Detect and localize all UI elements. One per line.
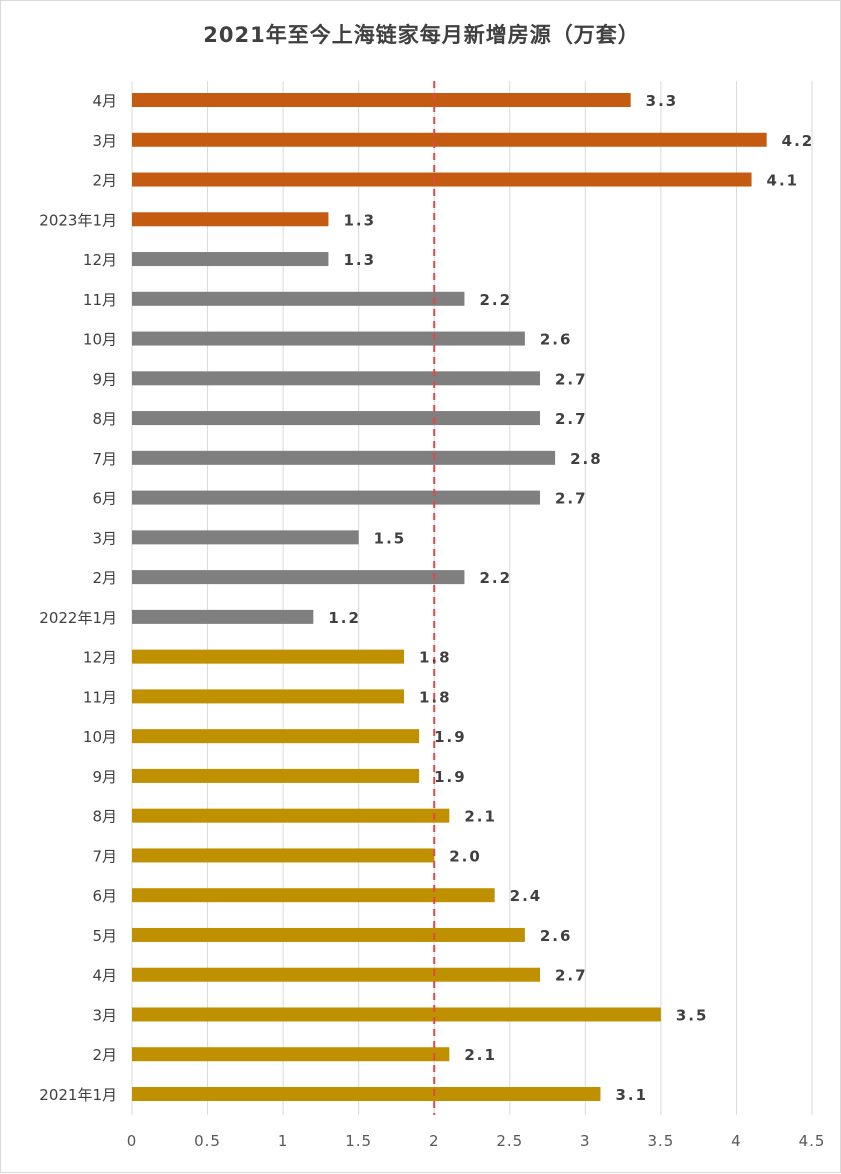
category-label: 12月 bbox=[83, 649, 117, 667]
bar bbox=[132, 609, 314, 624]
category-label: 10月 bbox=[83, 728, 117, 746]
x-tick-label: 2 bbox=[429, 1132, 440, 1150]
bar bbox=[132, 411, 540, 426]
data-label: 2.6 bbox=[540, 927, 573, 945]
x-tick-label: 0.5 bbox=[194, 1132, 221, 1150]
x-tick-label: 0 bbox=[127, 1132, 138, 1150]
x-tick-label: 4.5 bbox=[799, 1132, 826, 1150]
category-label: 2021年1月 bbox=[39, 1086, 117, 1104]
data-label: 1.8 bbox=[419, 688, 452, 706]
bar bbox=[132, 927, 525, 942]
data-label: 2.2 bbox=[479, 291, 512, 309]
x-tick-label: 1.5 bbox=[345, 1132, 372, 1150]
category-label: 8月 bbox=[92, 410, 117, 428]
category-label: 10月 bbox=[83, 331, 117, 349]
bar bbox=[132, 212, 329, 227]
category-label: 3月 bbox=[92, 1006, 117, 1024]
category-label: 7月 bbox=[92, 450, 117, 468]
data-label: 3.3 bbox=[646, 92, 679, 110]
x-tick-label: 4 bbox=[731, 1132, 742, 1150]
x-tick-label: 3.5 bbox=[647, 1132, 674, 1150]
category-label: 9月 bbox=[92, 768, 117, 786]
category-label: 2023年1月 bbox=[39, 211, 117, 229]
data-label: 2.7 bbox=[555, 967, 588, 985]
bar bbox=[132, 371, 540, 386]
data-label: 1.5 bbox=[374, 529, 407, 547]
bar bbox=[132, 967, 540, 982]
bar bbox=[132, 689, 404, 704]
bar bbox=[132, 93, 631, 107]
category-label: 2月 bbox=[92, 569, 117, 587]
bar bbox=[132, 331, 525, 346]
data-label: 2.2 bbox=[479, 569, 512, 587]
bar bbox=[132, 570, 465, 585]
data-label: 2.8 bbox=[570, 450, 603, 468]
data-label: 1.3 bbox=[343, 251, 376, 269]
category-label: 5月 bbox=[92, 927, 117, 945]
bar bbox=[132, 1087, 601, 1101]
data-label: 1.8 bbox=[419, 649, 452, 667]
data-label: 2.0 bbox=[449, 847, 482, 865]
category-label: 6月 bbox=[92, 887, 117, 905]
category-label: 8月 bbox=[92, 808, 117, 826]
category-label: 3月 bbox=[92, 529, 117, 547]
data-label: 2.7 bbox=[555, 490, 588, 508]
bar bbox=[132, 649, 404, 664]
data-label: 2.7 bbox=[555, 370, 588, 388]
bar bbox=[132, 888, 495, 903]
data-label: 1.3 bbox=[343, 211, 376, 229]
bar bbox=[132, 450, 556, 465]
category-label: 2月 bbox=[92, 172, 117, 190]
category-label: 7月 bbox=[92, 847, 117, 865]
bar bbox=[132, 490, 540, 505]
bar bbox=[132, 848, 435, 863]
bar bbox=[132, 530, 359, 545]
category-label: 12月 bbox=[83, 251, 117, 269]
bar bbox=[132, 291, 465, 306]
category-label: 3月 bbox=[92, 132, 117, 150]
category-label: 4月 bbox=[92, 92, 117, 110]
data-label: 1.2 bbox=[328, 609, 361, 627]
data-label: 2.1 bbox=[464, 1046, 497, 1064]
category-label: 11月 bbox=[83, 688, 117, 706]
x-tick-label: 2.5 bbox=[496, 1132, 523, 1150]
category-label: 4月 bbox=[92, 967, 117, 985]
bar bbox=[132, 172, 752, 187]
data-label: 2.6 bbox=[540, 331, 573, 349]
data-label: 4.1 bbox=[767, 172, 800, 190]
data-label: 3.1 bbox=[615, 1086, 648, 1104]
x-tick-label: 3 bbox=[580, 1132, 591, 1150]
bar bbox=[132, 729, 420, 744]
data-label: 1.9 bbox=[434, 728, 467, 746]
bar bbox=[132, 252, 329, 267]
category-label: 11月 bbox=[83, 291, 117, 309]
chart-title: 2021年至今上海链家每月新增房源（万套） bbox=[203, 23, 640, 47]
bar bbox=[132, 1047, 450, 1062]
data-label: 2.4 bbox=[510, 887, 543, 905]
bar bbox=[132, 808, 450, 823]
category-label: 6月 bbox=[92, 490, 117, 508]
category-label: 2月 bbox=[92, 1046, 117, 1064]
data-label: 1.9 bbox=[434, 768, 467, 786]
bar bbox=[132, 132, 767, 147]
data-label: 4.2 bbox=[782, 132, 815, 150]
bar bbox=[132, 1007, 661, 1022]
category-label: 9月 bbox=[92, 370, 117, 388]
x-tick-label: 1 bbox=[278, 1132, 289, 1150]
bar bbox=[132, 768, 420, 783]
data-label: 3.5 bbox=[676, 1006, 709, 1024]
category-label: 2022年1月 bbox=[39, 609, 117, 627]
data-label: 2.1 bbox=[464, 808, 497, 826]
data-label: 2.7 bbox=[555, 410, 588, 428]
